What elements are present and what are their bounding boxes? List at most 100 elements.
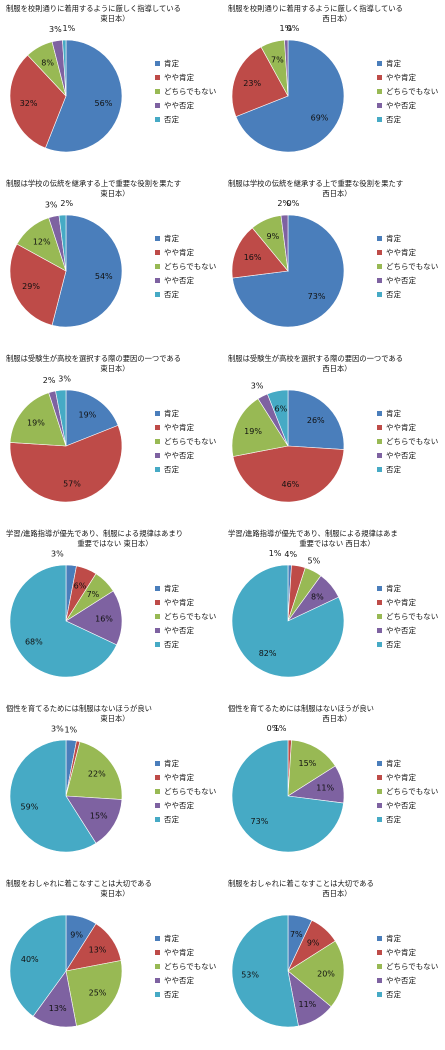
pie-slice-5 bbox=[231, 739, 344, 853]
data-label: 19% bbox=[79, 411, 97, 420]
pie-slice-4 bbox=[65, 590, 123, 646]
legend-swatch-2 bbox=[377, 425, 382, 430]
legend-swatch-2 bbox=[155, 775, 160, 780]
legend-swatch-1 bbox=[155, 61, 160, 66]
legend-swatch-4 bbox=[377, 278, 382, 283]
legend-swatch-1 bbox=[377, 61, 382, 66]
legend-swatch-1 bbox=[155, 761, 160, 766]
legend-label: 肯定 bbox=[386, 408, 401, 418]
legend-swatch-4 bbox=[377, 628, 382, 633]
legend-label: やや否定 bbox=[164, 450, 194, 460]
legend-label: 否定 bbox=[164, 289, 179, 299]
legend-label: やや否定 bbox=[386, 800, 416, 810]
data-label: 53% bbox=[241, 971, 259, 980]
legend-swatch-4 bbox=[155, 803, 160, 808]
data-label: 7% bbox=[271, 55, 284, 64]
legend-label: やや否定 bbox=[164, 100, 194, 110]
legend-label: やや否定 bbox=[164, 975, 194, 985]
pie-slice-3 bbox=[65, 960, 123, 1027]
legend-swatch-1 bbox=[377, 586, 382, 591]
legend-label: どちらでもない bbox=[386, 262, 438, 271]
legend-label: どちらでもない bbox=[164, 787, 216, 796]
legend-swatch-2 bbox=[155, 250, 160, 255]
legend-swatch-4 bbox=[377, 103, 382, 108]
chart-title: 制服をおしゃれに着こなすことは大切である bbox=[6, 879, 152, 888]
pie-slice-3 bbox=[287, 940, 345, 1008]
legend-swatch-3 bbox=[155, 439, 160, 444]
legend-label: やや肯定 bbox=[386, 247, 416, 257]
chart-subtitle: 西日本） bbox=[322, 714, 351, 723]
data-label: 1% bbox=[64, 726, 77, 735]
data-label: 3% bbox=[49, 25, 62, 34]
data-label: 40% bbox=[21, 955, 39, 964]
legend-label: やや肯定 bbox=[164, 422, 194, 432]
legend-label: やや肯定 bbox=[386, 597, 416, 607]
legend-label: 否定 bbox=[164, 114, 179, 124]
legend-swatch-2 bbox=[377, 250, 382, 255]
chart-title: 学習/進路指導が優先であり、制服による規律はあま bbox=[228, 529, 398, 538]
data-label: 69% bbox=[311, 113, 329, 122]
legend-swatch-2 bbox=[155, 600, 160, 605]
legend-label: やや肯定 bbox=[386, 422, 416, 432]
legend-label: 肯定 bbox=[386, 758, 401, 768]
legend-label: 肯定 bbox=[386, 233, 401, 243]
legend-label: 肯定 bbox=[164, 58, 179, 68]
chart-title: 制服は学校の伝統を継承する上で重要な役割を果たす bbox=[6, 179, 181, 188]
data-label: 46% bbox=[281, 480, 299, 489]
chart-title: 制服は学校の伝統を継承する上で重要な役割を果たす bbox=[228, 179, 403, 188]
chart-title: 制服を校則通りに着用するように厳しく指導している bbox=[6, 4, 181, 13]
chart-title: 制服は受験生が高校を選択する際の要因の一つである bbox=[228, 354, 403, 363]
legend-swatch-1 bbox=[155, 236, 160, 241]
data-label: 7% bbox=[290, 930, 303, 939]
chart-title: 学習/進路指導が優先であり、制服による規律はあまり bbox=[6, 529, 183, 538]
data-label: 9% bbox=[267, 232, 280, 241]
pie-slice-2 bbox=[9, 425, 123, 503]
data-label: 56% bbox=[95, 99, 113, 108]
legend-label: 否定 bbox=[164, 639, 179, 649]
legend-swatch-3 bbox=[155, 89, 160, 94]
legend-swatch-2 bbox=[155, 950, 160, 955]
legend-swatch-3 bbox=[155, 789, 160, 794]
chart-subtitle: 東日本） bbox=[100, 14, 129, 23]
pie-slice-1 bbox=[65, 389, 119, 447]
data-label: 11% bbox=[316, 784, 334, 793]
legend-swatch-3 bbox=[155, 964, 160, 969]
chart-title: 制服をおしゃれに着こなすことは大切である bbox=[228, 879, 374, 888]
data-label: 32% bbox=[20, 99, 38, 108]
chart-subtitle: 西日本） bbox=[322, 364, 351, 373]
data-label: 82% bbox=[259, 649, 277, 658]
legend-label: 肯定 bbox=[164, 408, 179, 418]
chart-subtitle: 重要ではない 東日本） bbox=[77, 539, 152, 548]
legend-swatch-1 bbox=[377, 936, 382, 941]
data-label: 11% bbox=[298, 1000, 316, 1009]
data-label: 73% bbox=[251, 817, 269, 826]
legend-swatch-5 bbox=[155, 292, 160, 297]
legend-swatch-1 bbox=[155, 936, 160, 941]
legend-swatch-2 bbox=[377, 775, 382, 780]
data-label: 3% bbox=[45, 201, 58, 210]
legend-swatch-1 bbox=[377, 411, 382, 416]
pie-slice-5 bbox=[58, 214, 67, 272]
legend-label: どちらでもない bbox=[164, 87, 216, 96]
legend-swatch-5 bbox=[155, 817, 160, 822]
legend-swatch-5 bbox=[155, 992, 160, 997]
data-label: 2% bbox=[43, 376, 56, 385]
data-label: 15% bbox=[90, 811, 108, 820]
data-label: 1% bbox=[280, 24, 293, 33]
chart-subtitle: 西日本） bbox=[322, 189, 351, 198]
legend-swatch-3 bbox=[377, 614, 382, 619]
pie-slice-5 bbox=[267, 389, 289, 447]
legend-label: 否定 bbox=[386, 464, 401, 474]
legend-label: やや否定 bbox=[386, 100, 416, 110]
data-label: 16% bbox=[95, 615, 113, 624]
legend-label: やや肯定 bbox=[386, 947, 416, 957]
data-label: 1% bbox=[63, 24, 76, 33]
legend-label: やや否定 bbox=[164, 800, 194, 810]
legend-label: 否定 bbox=[164, 989, 179, 999]
pie-slice-5 bbox=[55, 389, 67, 447]
legend-swatch-3 bbox=[377, 789, 382, 794]
legend-label: やや否定 bbox=[164, 625, 194, 635]
legend-swatch-3 bbox=[377, 964, 382, 969]
legend-swatch-5 bbox=[155, 642, 160, 647]
